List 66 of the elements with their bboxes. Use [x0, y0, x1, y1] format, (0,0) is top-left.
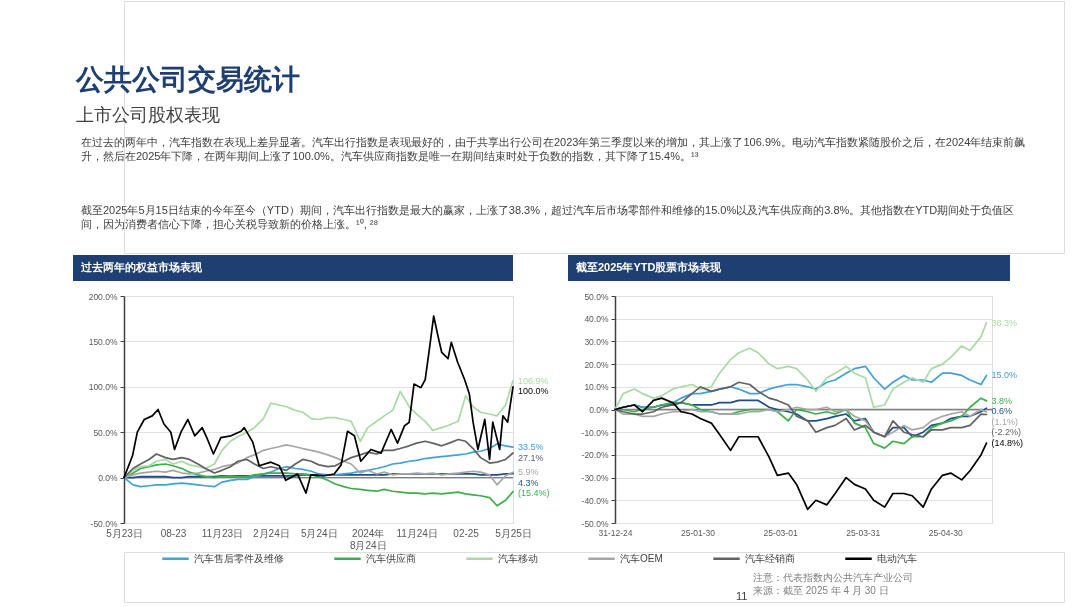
text: 截至2025年5月15日结束的今年至今（YTD）期间，汽车出行指数是最大的赢家，上涨了38.3%，超过汽车后市场零部件和维修的15.0%以及汽车供应商的3.8%。其他指数在YTD期间处于负值区间，因为消费者信心下降，担心关税导致新的价格上涨。¹⁰, ²⁸: [81, 204, 1015, 230]
y-tick-label: -30.0%: [581, 473, 609, 484]
data-label: (-2.2%): [991, 427, 1022, 438]
x-tick-label: 5月25日: [495, 527, 532, 539]
legend-label: 汽车移动: [498, 552, 538, 564]
legend-label: 汽车经销商: [745, 552, 795, 564]
line-series: [123, 315, 514, 494]
line-series: [614, 321, 988, 411]
line-series: [614, 381, 988, 438]
y-tick-label: 0.0%: [98, 473, 118, 484]
data-label: 4.3%: [518, 477, 539, 488]
data-label: 27.1%: [518, 452, 544, 463]
y-tick-label: 20.0%: [584, 359, 609, 370]
x-tick-label: 5月23日: [106, 527, 143, 539]
data-label: 38.3%: [991, 317, 1018, 328]
data-label: 0.6%: [991, 406, 1013, 417]
y-tick-label: 200.0%: [88, 291, 118, 302]
text: 在过去的两年中，汽车指数在表现上差异显著。汽车出行指数是表现最好的，由于共享出行公司在2023年第三季度以来的增加，其上涨了106.9%。电动汽车指数紧随股价之后，在2024年结束前飙升，然后在2025年下降，在两年期间上涨了100.0%。汽车供应商指数是唯一在期间结束时处于负数的指数，其下降了15.4%。¹³: [81, 136, 1026, 162]
x-tick-label: 02-25: [453, 527, 480, 539]
x-tick-label: 2024年8月24日: [349, 527, 387, 551]
legend-label: 汽车OEM: [620, 552, 663, 564]
legend-label: 电动汽车: [877, 552, 917, 564]
text: 注意：代表指数内公共汽车产业公司: [753, 572, 913, 583]
y-tick-label: -40.0%: [581, 495, 609, 506]
y-tick-label: 150.0%: [88, 336, 118, 347]
x-tick-label: 11月23日: [201, 527, 244, 539]
data-label: 5.9%: [518, 467, 539, 478]
y-tick-label: -10.0%: [581, 427, 609, 438]
data-label: 15.0%: [991, 370, 1018, 381]
y-tick-label: 0.0%: [589, 405, 609, 415]
x-tick-label: 25-03-31: [846, 527, 881, 538]
line-series: [614, 397, 988, 511]
data-label: 106.9%: [518, 375, 549, 386]
data-label: (14.8%): [991, 438, 1024, 449]
data-label: (1.1%): [991, 416, 1019, 427]
source-note: 来源：截至 2025 年 4 月 30 日: [753, 585, 889, 596]
y-tick-label: -50.0%: [581, 518, 609, 529]
y-tick-label: 30.0%: [584, 336, 609, 347]
x-tick-label: 5月24日: [300, 527, 338, 539]
data-label: 3.8%: [991, 395, 1013, 406]
y-tick-label: 100.0%: [88, 382, 118, 393]
line-series: [614, 406, 988, 438]
y-tick-label: 50.0%: [584, 291, 609, 302]
text: 11: [736, 590, 748, 602]
x-tick-label: 2月24日: [253, 527, 290, 539]
data-label: 33.5%: [518, 442, 544, 453]
y-tick-label: -50.0%: [90, 518, 118, 529]
x-tick-label: 25-01-30: [681, 527, 716, 538]
chart-title: 截至2025年YTD股票市场表现: [575, 261, 723, 273]
legend-label: 汽车供应商: [366, 552, 416, 564]
y-tick-label: -20.0%: [581, 450, 609, 461]
data-label: (15.4%): [518, 488, 550, 499]
x-tick-label: 25-03-01: [763, 527, 798, 538]
text: 上市公司股权表现: [76, 105, 220, 125]
text: 公共公司交易统计: [75, 64, 300, 95]
y-tick-label: 10.0%: [584, 382, 609, 393]
chart-title: 过去两年的权益市场表现: [80, 261, 203, 273]
x-tick-label: 31-12-24: [598, 527, 633, 538]
y-tick-label: 40.0%: [584, 314, 609, 325]
legend-label: 汽车售后零件及维修: [194, 552, 284, 564]
x-tick-label: 25-04-30: [928, 527, 963, 538]
line-series: [123, 438, 514, 479]
y-tick-label: 50.0%: [93, 427, 118, 438]
x-tick-label: 08-23: [160, 527, 187, 539]
data-label: 100.0%: [518, 386, 549, 397]
x-tick-label: 11月24日: [396, 527, 438, 539]
